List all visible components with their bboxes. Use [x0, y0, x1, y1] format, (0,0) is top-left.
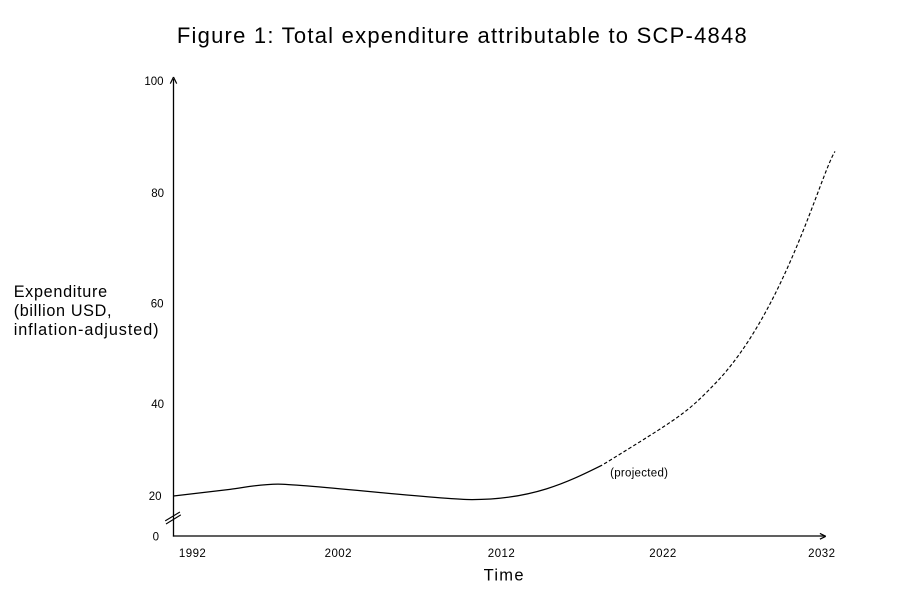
svg-text:inflation-adjusted): inflation-adjusted)	[14, 321, 160, 339]
svg-text:80: 80	[151, 188, 164, 200]
svg-text:2012: 2012	[488, 548, 515, 560]
svg-text:20: 20	[149, 491, 162, 503]
svg-text:2022: 2022	[649, 548, 676, 560]
svg-text:(projected): (projected)	[610, 467, 668, 479]
svg-text:Figure 1: Total expenditure at: Figure 1: Total expenditure attributable…	[177, 23, 748, 48]
svg-text:60: 60	[151, 298, 164, 310]
svg-text:1992: 1992	[179, 548, 206, 560]
svg-text:0: 0	[153, 531, 159, 543]
svg-text:100: 100	[144, 76, 163, 88]
svg-text:Time: Time	[484, 567, 525, 585]
svg-text:(billion USD,: (billion USD,	[14, 302, 112, 320]
svg-text:2002: 2002	[325, 548, 352, 560]
svg-text:40: 40	[151, 399, 164, 411]
svg-text:Expenditure: Expenditure	[14, 283, 108, 301]
svg-text:2032: 2032	[808, 548, 835, 560]
